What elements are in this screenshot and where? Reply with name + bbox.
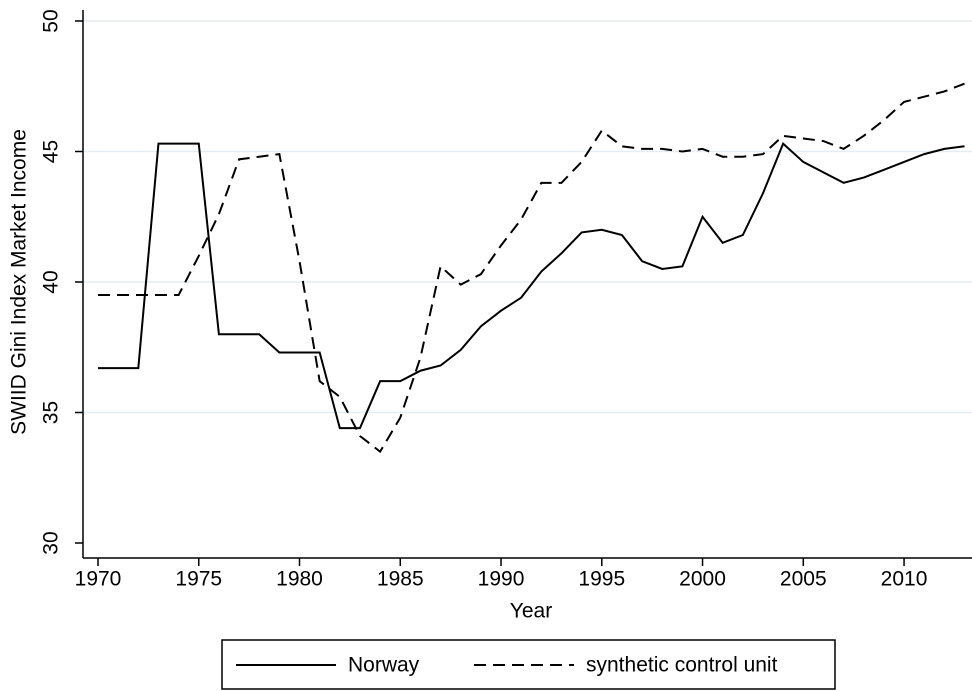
y-tick-label: 35: [40, 401, 63, 424]
legend-label: synthetic control unit: [586, 654, 778, 677]
x-tick-label: 1995: [578, 568, 625, 591]
y-tick-label: 30: [40, 531, 63, 554]
x-tick-label: 1990: [478, 568, 525, 591]
x-tick-label: 1985: [377, 568, 424, 591]
y-axis-label: SWIID Gini Index Market Income: [8, 129, 31, 435]
y-tick-label: 40: [40, 270, 63, 293]
x-tick-label: 1980: [276, 568, 323, 591]
line-series: [98, 141, 965, 430]
y-tick-label: 50: [40, 9, 63, 32]
line-series: [98, 82, 965, 454]
y-tick-label: 45: [40, 140, 63, 163]
legend-label: Norway: [348, 654, 420, 677]
x-tick-label: 2000: [679, 568, 726, 591]
x-tick-label: 1975: [175, 568, 222, 591]
x-tick-label: 2010: [881, 568, 928, 591]
x-tick-label: 1970: [75, 568, 122, 591]
x-axis-label: Year: [510, 600, 552, 623]
x-tick-label: 2005: [780, 568, 827, 591]
